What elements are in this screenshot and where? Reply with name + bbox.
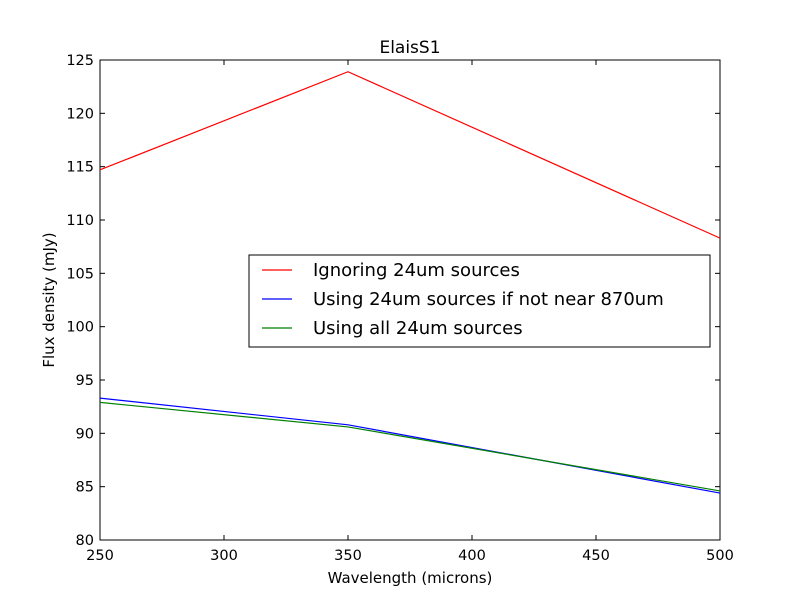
legend: Ignoring 24um sources Using 24um sources … <box>248 254 711 348</box>
y-tick-label-0: 80 <box>76 533 94 549</box>
y-tick-label-3: 95 <box>76 373 94 389</box>
series-line-2 <box>99 401 721 492</box>
y-tick-label-4: 100 <box>66 320 94 336</box>
legend-box <box>248 254 711 348</box>
series-line-0 <box>99 71 721 239</box>
x-tick-label-0: 250 <box>86 548 114 564</box>
y-tick-label-1: 85 <box>76 480 94 496</box>
x-tick-label-1: 300 <box>210 548 238 564</box>
x-tick-label-5: 500 <box>706 548 734 564</box>
y-tick-label-9: 125 <box>66 53 94 69</box>
series-line-1 <box>99 397 721 494</box>
y-tick-label-8: 120 <box>66 106 94 122</box>
y-tick-label-2: 90 <box>76 426 94 442</box>
y-tick-label-7: 115 <box>66 160 94 176</box>
series-layer <box>99 71 721 494</box>
ticks-layer: 250 300 350 400 450 500 80 85 90 95 100 105 110 115 12… <box>66 53 734 564</box>
x-tick-label-4: 450 <box>582 548 610 564</box>
plot-area <box>99 59 721 541</box>
legend-label-1: Using 24um sources if not near 870um <box>313 289 664 310</box>
chart-title: ElaisS1 <box>379 38 440 58</box>
legend-label-2: Using all 24um sources <box>313 318 523 339</box>
x-axis-label: Wavelength (microns) <box>328 569 493 587</box>
legend-label-0: Ignoring 24um sources <box>313 260 520 281</box>
y-tick-label-5: 105 <box>66 266 94 282</box>
x-tick-label-2: 350 <box>334 548 362 564</box>
x-tick-label-3: 400 <box>458 548 486 564</box>
y-tick-label-6: 110 <box>66 213 94 229</box>
y-axis-label: Flux density (mJy) <box>40 232 58 367</box>
